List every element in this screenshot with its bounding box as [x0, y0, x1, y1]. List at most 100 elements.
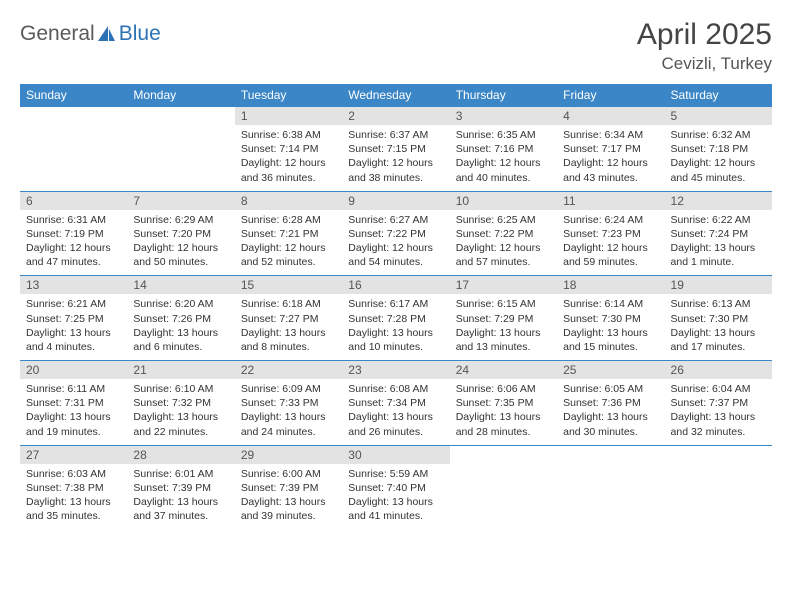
weekday-header-row: SundayMondayTuesdayWednesdayThursdayFrid…: [20, 84, 772, 107]
weekday-header: Saturday: [665, 84, 772, 107]
day-number: 22: [235, 361, 342, 379]
calendar-day-cell: [665, 445, 772, 529]
day-details: Sunrise: 6:09 AMSunset: 7:33 PMDaylight:…: [235, 379, 342, 445]
calendar-body: 1Sunrise: 6:38 AMSunset: 7:14 PMDaylight…: [20, 107, 772, 530]
calendar-day-cell: 2Sunrise: 6:37 AMSunset: 7:15 PMDaylight…: [342, 107, 449, 192]
day-details: Sunrise: 6:37 AMSunset: 7:15 PMDaylight:…: [342, 125, 449, 191]
day-details: Sunrise: 6:32 AMSunset: 7:18 PMDaylight:…: [665, 125, 772, 191]
calendar-day-cell: [127, 107, 234, 192]
day-details: Sunrise: 6:31 AMSunset: 7:19 PMDaylight:…: [20, 210, 127, 276]
day-details: Sunrise: 6:04 AMSunset: 7:37 PMDaylight:…: [665, 379, 772, 445]
day-details: Sunrise: 6:18 AMSunset: 7:27 PMDaylight:…: [235, 294, 342, 360]
calendar-day-cell: 17Sunrise: 6:15 AMSunset: 7:29 PMDayligh…: [450, 276, 557, 361]
calendar-day-cell: 11Sunrise: 6:24 AMSunset: 7:23 PMDayligh…: [557, 191, 664, 276]
weekday-header: Tuesday: [235, 84, 342, 107]
day-details: Sunrise: 5:59 AMSunset: 7:40 PMDaylight:…: [342, 464, 449, 530]
day-number: 20: [20, 361, 127, 379]
day-number: 29: [235, 446, 342, 464]
day-number: 21: [127, 361, 234, 379]
logo-text-general: General: [20, 22, 95, 46]
day-number: 6: [20, 192, 127, 210]
day-details: Sunrise: 6:14 AMSunset: 7:30 PMDaylight:…: [557, 294, 664, 360]
day-details: Sunrise: 6:10 AMSunset: 7:32 PMDaylight:…: [127, 379, 234, 445]
day-number: 4: [557, 107, 664, 125]
day-number: 13: [20, 276, 127, 294]
calendar-day-cell: 1Sunrise: 6:38 AMSunset: 7:14 PMDaylight…: [235, 107, 342, 192]
day-number: 28: [127, 446, 234, 464]
day-details: Sunrise: 6:27 AMSunset: 7:22 PMDaylight:…: [342, 210, 449, 276]
day-number: 24: [450, 361, 557, 379]
day-number: 16: [342, 276, 449, 294]
calendar-day-cell: 12Sunrise: 6:22 AMSunset: 7:24 PMDayligh…: [665, 191, 772, 276]
day-details: Sunrise: 6:35 AMSunset: 7:16 PMDaylight:…: [450, 125, 557, 191]
day-details: Sunrise: 6:25 AMSunset: 7:22 PMDaylight:…: [450, 210, 557, 276]
page-header: General Blue April 2025 Cevizli, Turkey: [20, 18, 772, 74]
calendar-day-cell: 21Sunrise: 6:10 AMSunset: 7:32 PMDayligh…: [127, 361, 234, 446]
day-details: Sunrise: 6:11 AMSunset: 7:31 PMDaylight:…: [20, 379, 127, 445]
calendar-day-cell: 5Sunrise: 6:32 AMSunset: 7:18 PMDaylight…: [665, 107, 772, 192]
calendar-day-cell: 25Sunrise: 6:05 AMSunset: 7:36 PMDayligh…: [557, 361, 664, 446]
calendar-day-cell: 18Sunrise: 6:14 AMSunset: 7:30 PMDayligh…: [557, 276, 664, 361]
day-number: 18: [557, 276, 664, 294]
day-number: 14: [127, 276, 234, 294]
day-number: 26: [665, 361, 772, 379]
day-number: 9: [342, 192, 449, 210]
calendar-week-row: 20Sunrise: 6:11 AMSunset: 7:31 PMDayligh…: [20, 361, 772, 446]
weekday-header: Thursday: [450, 84, 557, 107]
weekday-header: Friday: [557, 84, 664, 107]
day-details: Sunrise: 6:24 AMSunset: 7:23 PMDaylight:…: [557, 210, 664, 276]
calendar-day-cell: 3Sunrise: 6:35 AMSunset: 7:16 PMDaylight…: [450, 107, 557, 192]
calendar-day-cell: 16Sunrise: 6:17 AMSunset: 7:28 PMDayligh…: [342, 276, 449, 361]
day-details: Sunrise: 6:15 AMSunset: 7:29 PMDaylight:…: [450, 294, 557, 360]
calendar-day-cell: 19Sunrise: 6:13 AMSunset: 7:30 PMDayligh…: [665, 276, 772, 361]
day-number: 5: [665, 107, 772, 125]
calendar-day-cell: 30Sunrise: 5:59 AMSunset: 7:40 PMDayligh…: [342, 445, 449, 529]
calendar-week-row: 13Sunrise: 6:21 AMSunset: 7:25 PMDayligh…: [20, 276, 772, 361]
day-details: Sunrise: 6:08 AMSunset: 7:34 PMDaylight:…: [342, 379, 449, 445]
day-details: Sunrise: 6:03 AMSunset: 7:38 PMDaylight:…: [20, 464, 127, 530]
weekday-header: Monday: [127, 84, 234, 107]
day-number: 2: [342, 107, 449, 125]
calendar-day-cell: 7Sunrise: 6:29 AMSunset: 7:20 PMDaylight…: [127, 191, 234, 276]
day-details: Sunrise: 6:21 AMSunset: 7:25 PMDaylight:…: [20, 294, 127, 360]
day-number: 11: [557, 192, 664, 210]
day-number: 30: [342, 446, 449, 464]
day-number: 3: [450, 107, 557, 125]
calendar-day-cell: 4Sunrise: 6:34 AMSunset: 7:17 PMDaylight…: [557, 107, 664, 192]
calendar-day-cell: [20, 107, 127, 192]
calendar-day-cell: 20Sunrise: 6:11 AMSunset: 7:31 PMDayligh…: [20, 361, 127, 446]
day-details: Sunrise: 6:01 AMSunset: 7:39 PMDaylight:…: [127, 464, 234, 530]
calendar-day-cell: 13Sunrise: 6:21 AMSunset: 7:25 PMDayligh…: [20, 276, 127, 361]
calendar-day-cell: 28Sunrise: 6:01 AMSunset: 7:39 PMDayligh…: [127, 445, 234, 529]
logo: General Blue: [20, 22, 161, 46]
day-number: 23: [342, 361, 449, 379]
calendar-day-cell: 10Sunrise: 6:25 AMSunset: 7:22 PMDayligh…: [450, 191, 557, 276]
day-details: Sunrise: 6:13 AMSunset: 7:30 PMDaylight:…: [665, 294, 772, 360]
logo-text-blue: Blue: [119, 22, 161, 46]
calendar-day-cell: 29Sunrise: 6:00 AMSunset: 7:39 PMDayligh…: [235, 445, 342, 529]
calendar-day-cell: [557, 445, 664, 529]
calendar-table: SundayMondayTuesdayWednesdayThursdayFrid…: [20, 84, 772, 529]
day-number: 12: [665, 192, 772, 210]
calendar-day-cell: 8Sunrise: 6:28 AMSunset: 7:21 PMDaylight…: [235, 191, 342, 276]
calendar-day-cell: 27Sunrise: 6:03 AMSunset: 7:38 PMDayligh…: [20, 445, 127, 529]
day-number: 10: [450, 192, 557, 210]
day-details: Sunrise: 6:17 AMSunset: 7:28 PMDaylight:…: [342, 294, 449, 360]
day-details: Sunrise: 6:00 AMSunset: 7:39 PMDaylight:…: [235, 464, 342, 530]
day-number: 17: [450, 276, 557, 294]
calendar-day-cell: 14Sunrise: 6:20 AMSunset: 7:26 PMDayligh…: [127, 276, 234, 361]
calendar-day-cell: 9Sunrise: 6:27 AMSunset: 7:22 PMDaylight…: [342, 191, 449, 276]
logo-sail-icon: [97, 25, 117, 43]
day-details: Sunrise: 6:28 AMSunset: 7:21 PMDaylight:…: [235, 210, 342, 276]
day-number: 1: [235, 107, 342, 125]
calendar-day-cell: [450, 445, 557, 529]
day-details: Sunrise: 6:06 AMSunset: 7:35 PMDaylight:…: [450, 379, 557, 445]
day-number: 15: [235, 276, 342, 294]
calendar-week-row: 1Sunrise: 6:38 AMSunset: 7:14 PMDaylight…: [20, 107, 772, 192]
title-block: April 2025 Cevizli, Turkey: [637, 18, 772, 74]
day-number: 25: [557, 361, 664, 379]
day-details: Sunrise: 6:20 AMSunset: 7:26 PMDaylight:…: [127, 294, 234, 360]
calendar-page: General Blue April 2025 Cevizli, Turkey …: [0, 0, 792, 529]
calendar-week-row: 27Sunrise: 6:03 AMSunset: 7:38 PMDayligh…: [20, 445, 772, 529]
calendar-week-row: 6Sunrise: 6:31 AMSunset: 7:19 PMDaylight…: [20, 191, 772, 276]
